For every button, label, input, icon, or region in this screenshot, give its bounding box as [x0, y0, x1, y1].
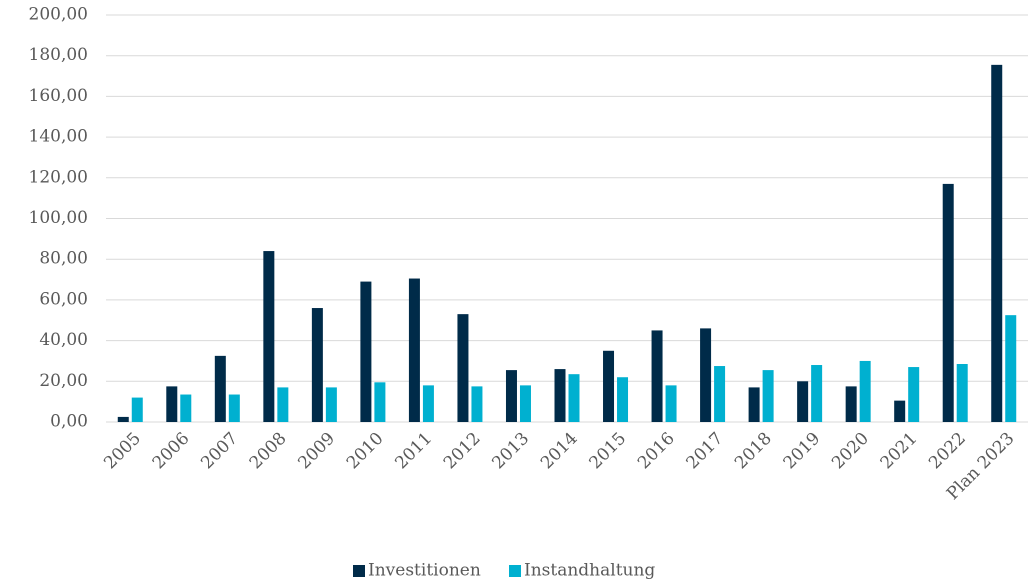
x-tick-label: 2014 [537, 429, 582, 474]
bar [228, 394, 240, 422]
bar [457, 314, 469, 422]
bar [360, 281, 372, 422]
bar [651, 330, 663, 422]
bar [991, 64, 1003, 423]
x-tick-label: 2008 [246, 429, 291, 474]
x-tick-label: 2005 [100, 429, 145, 474]
y-tick-label: 160,00 [29, 86, 88, 106]
bar [714, 366, 726, 422]
x-tick-label: 2010 [343, 429, 388, 474]
bar [1005, 315, 1017, 422]
y-tick-label: 80,00 [39, 249, 88, 269]
x-tick-label: 2022 [925, 429, 970, 474]
y-tick-label: 40,00 [39, 330, 88, 350]
bar [117, 416, 129, 422]
bar [811, 365, 823, 422]
bar [519, 385, 531, 422]
bar [131, 397, 143, 422]
legend-swatch [509, 565, 521, 577]
bar [617, 377, 629, 422]
bar [762, 370, 774, 422]
bar [374, 382, 386, 422]
bar [505, 370, 517, 422]
bar [263, 251, 275, 422]
bar [797, 381, 809, 422]
legend-label: Instandhaltung [524, 561, 655, 581]
legend-label: Investitionen [368, 561, 481, 581]
x-tick-label: 2011 [391, 429, 436, 474]
bar [277, 387, 289, 422]
bar [408, 278, 420, 422]
x-tick-label: 2015 [586, 429, 631, 474]
y-tick-label: 140,00 [29, 127, 88, 147]
y-tick-label: 60,00 [39, 289, 88, 309]
y-tick-label: 180,00 [29, 45, 88, 65]
bar [311, 308, 323, 422]
bar [700, 328, 712, 422]
bar [665, 385, 677, 422]
bar [894, 400, 906, 422]
y-tick-label: 200,00 [29, 5, 88, 25]
y-tick-label: 120,00 [29, 167, 88, 187]
x-tick-label: 2009 [294, 429, 339, 474]
bar [422, 385, 434, 422]
bar [942, 183, 954, 422]
bar [568, 374, 580, 422]
x-tick-label: 2017 [683, 429, 728, 474]
x-tick-label: 2013 [488, 429, 533, 474]
y-tick-label: 20,00 [39, 371, 88, 391]
y-tick-label: 0,00 [50, 412, 88, 432]
legend-swatch [353, 565, 365, 577]
bar [603, 350, 615, 422]
x-tick-label: 2021 [877, 429, 922, 474]
x-tick-label: 2006 [149, 429, 194, 474]
bar [471, 386, 483, 422]
x-tick-label: 2020 [828, 429, 873, 474]
bar [748, 387, 760, 422]
x-tick-label: 2007 [197, 429, 242, 474]
bar [325, 387, 337, 422]
bar [956, 364, 968, 422]
x-tick-label: 2016 [634, 429, 679, 474]
bar [554, 369, 566, 422]
x-tick-label: 2018 [731, 429, 776, 474]
bar [214, 355, 226, 422]
bar [845, 386, 857, 422]
x-tick-label: 2012 [440, 429, 485, 474]
bar [166, 386, 178, 422]
bar [859, 360, 871, 422]
bar [180, 394, 192, 422]
bar [908, 367, 920, 422]
y-tick-label: 100,00 [29, 208, 88, 228]
x-tick-label: 2019 [780, 429, 825, 474]
